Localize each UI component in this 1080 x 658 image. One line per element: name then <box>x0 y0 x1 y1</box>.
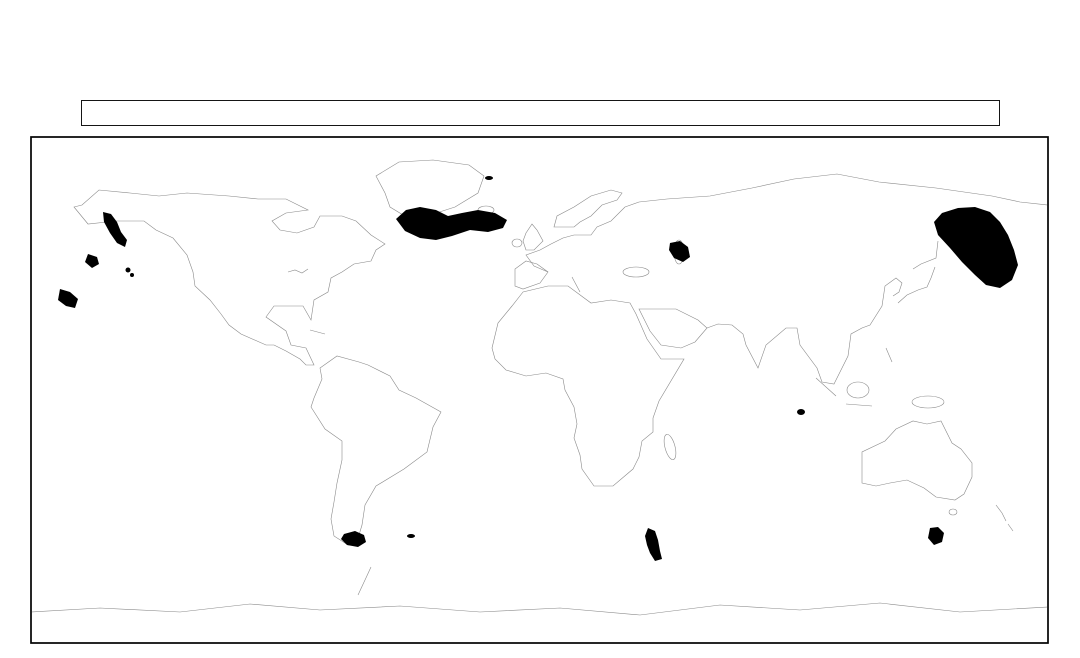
spread-blue-nw-pacific-2 <box>989 250 1001 266</box>
spread-dot <box>125 267 131 273</box>
colorbar <box>81 100 1000 126</box>
spread-blue-nw-pacific-4 <box>948 240 956 246</box>
spread-blob-s-australia <box>928 527 944 545</box>
spread-blob-ne-pacific-2 <box>85 254 99 268</box>
spread-blob-s-america <box>341 531 366 547</box>
spread-blob-ne-pacific <box>103 212 127 247</box>
spread-blue-nw-pacific-3 <box>1002 268 1010 276</box>
map-border <box>30 136 1049 644</box>
spread-dot-greenland <box>485 176 493 180</box>
spread-dot-indian-ocean <box>797 409 805 415</box>
spread-blue-atlantic <box>476 224 486 230</box>
spread-blob-s-africa <box>645 528 662 561</box>
spread-dot-s-atlantic <box>407 534 415 538</box>
spread-dot <box>130 273 134 277</box>
spread-blue-nw-pacific-1 <box>963 222 981 234</box>
spread-blob-nw-pacific <box>934 207 1018 288</box>
spread-blob-north-atlantic <box>396 207 507 240</box>
spread-shading <box>58 176 1018 561</box>
coastlines <box>32 159 1047 616</box>
spread-blob-pacific-low <box>58 289 78 308</box>
spread-blob-caspian <box>669 241 690 262</box>
